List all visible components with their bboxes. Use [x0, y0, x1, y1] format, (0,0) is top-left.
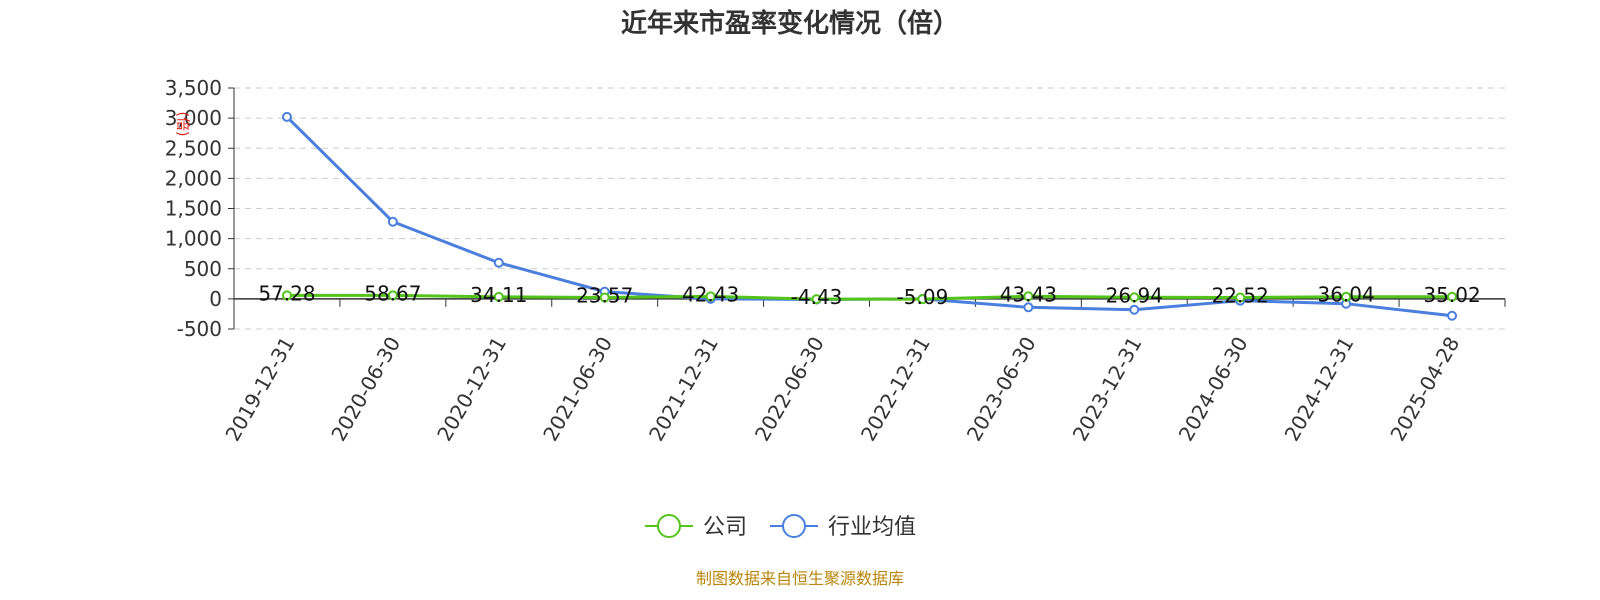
data-point[interactable]	[493, 257, 504, 268]
data-point[interactable]	[1129, 304, 1140, 315]
data-label: -4.43	[791, 285, 843, 309]
y-tick-label: -500	[177, 317, 222, 341]
data-label: 35.02	[1423, 283, 1480, 307]
y-tick-label: 2,500	[165, 136, 222, 160]
x-tick-label: 2021-06-30	[538, 333, 617, 446]
grid	[234, 87, 1505, 330]
data-point[interactable]	[599, 292, 610, 303]
data-point[interactable]	[917, 294, 928, 305]
series-line-0	[286, 293, 1453, 301]
x-tick-label: 2023-06-30	[962, 333, 1041, 446]
data-point[interactable]	[811, 294, 822, 305]
legend-item-0[interactable]: 公司	[645, 514, 747, 540]
data-point[interactable]	[493, 291, 504, 302]
data-label: 36.04	[1317, 283, 1374, 307]
data-point[interactable]	[387, 290, 398, 301]
series-layer	[281, 111, 1458, 321]
y-tick-label: 500	[184, 257, 222, 281]
x-tick-label: 2020-06-30	[326, 333, 405, 446]
data-label: 34.11	[470, 283, 527, 307]
legend-item-1[interactable]: 行业均值	[770, 514, 916, 540]
y-tick-label: 3,500	[165, 76, 222, 100]
y-tick-label: 3,000	[165, 106, 222, 130]
data-point[interactable]	[387, 216, 398, 227]
source-note: 制图数据来自恒生聚源数据库	[696, 569, 904, 588]
data-point[interactable]	[1447, 291, 1458, 302]
data-label: 43.43	[1000, 282, 1057, 306]
data-label: 26.94	[1106, 283, 1163, 307]
data-label: 23.57	[576, 283, 633, 307]
data-point[interactable]	[1447, 310, 1458, 321]
chart-title: 近年来市盈率变化情况（倍）	[621, 8, 959, 39]
data-point[interactable]	[281, 111, 292, 122]
data-point[interactable]	[1023, 302, 1034, 313]
x-tick-label: 2021-12-31	[644, 333, 723, 446]
legend-marker	[782, 514, 806, 538]
data-point[interactable]	[1341, 291, 1352, 302]
y-tick-label: 1,000	[165, 227, 222, 251]
x-tick-label: 2025-04-28	[1385, 333, 1464, 446]
x-tick-label: 2019-12-31	[220, 333, 299, 446]
data-point[interactable]	[1129, 292, 1140, 303]
data-label: 42.43	[682, 282, 739, 306]
data-point[interactable]	[1023, 291, 1034, 302]
data-label: 58.67	[364, 281, 421, 305]
data-point[interactable]	[281, 290, 292, 301]
x-axis-ticks: 2019-12-31 2020-06-30 2020-12-31 2021-06-30…	[220, 298, 1506, 446]
data-point[interactable]	[1235, 292, 1246, 303]
x-tick-label: 2024-12-31	[1280, 333, 1359, 446]
x-tick-label: 2020-12-31	[432, 332, 511, 445]
y-tick-label: 2,000	[165, 166, 222, 190]
data-label: 57.28	[258, 281, 315, 305]
data-labels: 57.28 58.67 34.11 23.57 42.43 -4.43 -5.09 43.43…	[258, 281, 1480, 309]
data-label: -5.09	[897, 285, 949, 309]
x-tick-label: 2024-06-30	[1174, 333, 1253, 446]
y-axis-unit: (倍)	[174, 112, 190, 137]
series-line-1	[285, 115, 1453, 318]
data-point[interactable]	[705, 291, 716, 302]
x-tick-label: 2022-06-30	[750, 333, 829, 446]
x-tick-label: 2022-12-31	[856, 332, 935, 445]
x-tick-label: 2023-12-31	[1068, 333, 1147, 446]
legend-label: 行业均值	[828, 515, 916, 540]
data-label: 22.52	[1212, 284, 1269, 308]
y-tick-label: 1,500	[165, 197, 222, 221]
y-axis-ticks: -500 0 500 1,000 1,500 2,000 2,500 3,000 3,500	[165, 76, 234, 341]
legend-marker	[657, 514, 681, 538]
legend[interactable]: 公司 行业均值	[645, 514, 916, 540]
legend-label: 公司	[703, 515, 747, 540]
y-tick-label: 0	[209, 287, 222, 311]
